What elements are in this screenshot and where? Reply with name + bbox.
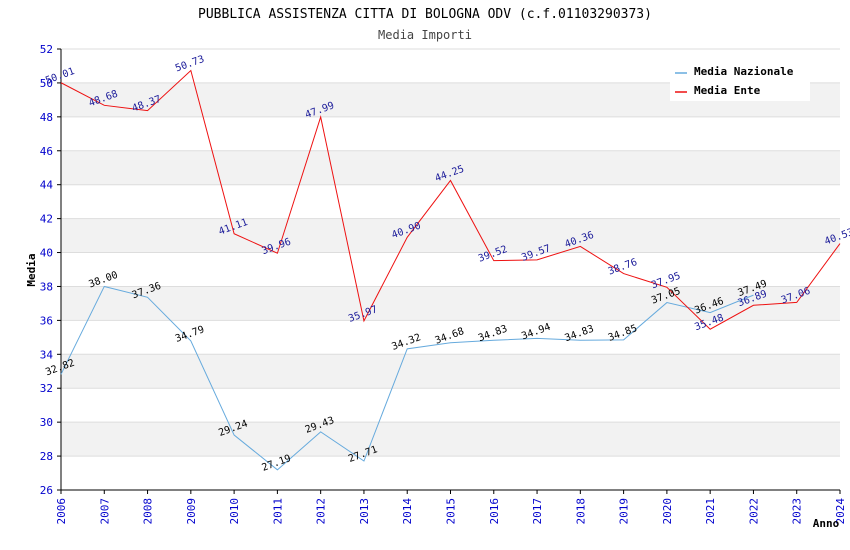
x-tick-label: 2020 xyxy=(661,498,674,525)
x-tick-label: 2023 xyxy=(791,498,804,525)
x-tick-label: 2016 xyxy=(488,498,501,525)
y-tick-label: 42 xyxy=(40,213,53,226)
chart-subtitle: Media Importi xyxy=(378,28,472,42)
y-tick-label: 38 xyxy=(40,280,53,293)
chart-title: PUBBLICA ASSISTENZA CITTA DI BOLOGNA ODV… xyxy=(198,7,652,22)
grid-bands xyxy=(61,49,840,490)
y-tick-label: 48 xyxy=(40,111,53,124)
y-tick-label: 40 xyxy=(40,247,53,260)
legend-box xyxy=(670,61,810,101)
grid-band xyxy=(61,354,840,389)
grid-band xyxy=(61,286,840,321)
grid-band xyxy=(61,218,840,253)
grid-lines xyxy=(61,48,840,491)
series-line-media-nazionale xyxy=(60,285,754,471)
y-tick-label: 26 xyxy=(40,484,53,497)
grid-band xyxy=(61,456,840,490)
x-tick-label: 2018 xyxy=(574,498,587,525)
x-tick-label: 2013 xyxy=(358,498,371,525)
legend-label-ente: Media Ente xyxy=(694,84,761,97)
y-tick-label: 28 xyxy=(40,450,53,463)
x-tick-label: 2022 xyxy=(747,498,760,525)
x-tick-label: 2021 xyxy=(704,498,717,525)
x-tick-label: 2010 xyxy=(228,498,241,525)
x-tick-label: 2009 xyxy=(185,498,198,525)
grid-band xyxy=(61,252,840,287)
x-axis-label: Anno xyxy=(813,517,840,530)
y-tick-label: 30 xyxy=(40,416,53,429)
x-tick-label: 2007 xyxy=(98,498,111,525)
y-tick-label: 44 xyxy=(40,179,54,192)
x-tick-label: 2024 xyxy=(834,498,847,525)
y-tick-label: 50 xyxy=(40,77,53,90)
series-line-media-ente xyxy=(60,69,841,330)
y-axis-label: Media xyxy=(25,253,38,286)
x-tick-label: 2014 xyxy=(401,498,414,525)
y-tick-label: 52 xyxy=(40,43,53,56)
grid-band xyxy=(61,116,840,151)
x-axis-ticks: 2006 2007 2008 2009 2010 2011 2012 2013 2014 2015… xyxy=(55,490,847,525)
y-tick-label: 36 xyxy=(40,314,53,327)
grid-band xyxy=(61,150,840,185)
y-tick-label: 32 xyxy=(40,382,53,395)
grid-band xyxy=(61,388,840,423)
series-lines xyxy=(60,69,841,471)
legend-label-nazionale: Media Nazionale xyxy=(694,65,794,78)
x-tick-label: 2011 xyxy=(271,498,284,525)
grid-band xyxy=(61,184,840,219)
x-tick-label: 2006 xyxy=(55,498,68,525)
x-tick-label: 2008 xyxy=(142,498,155,525)
y-tick-label: 34 xyxy=(40,348,54,361)
x-tick-label: 2012 xyxy=(315,498,328,525)
x-tick-label: 2017 xyxy=(531,498,544,525)
legend: Media Nazionale Media Ente xyxy=(670,61,810,101)
x-tick-label: 2019 xyxy=(618,498,631,525)
x-tick-label: 2015 xyxy=(445,498,458,525)
y-axis-ticks: 26 28 30 32 34 36 38 40 42 44 46 48 50 52 xyxy=(40,43,61,497)
grid-band xyxy=(61,320,840,355)
y-tick-label: 46 xyxy=(40,145,53,158)
grid-band xyxy=(61,422,840,457)
